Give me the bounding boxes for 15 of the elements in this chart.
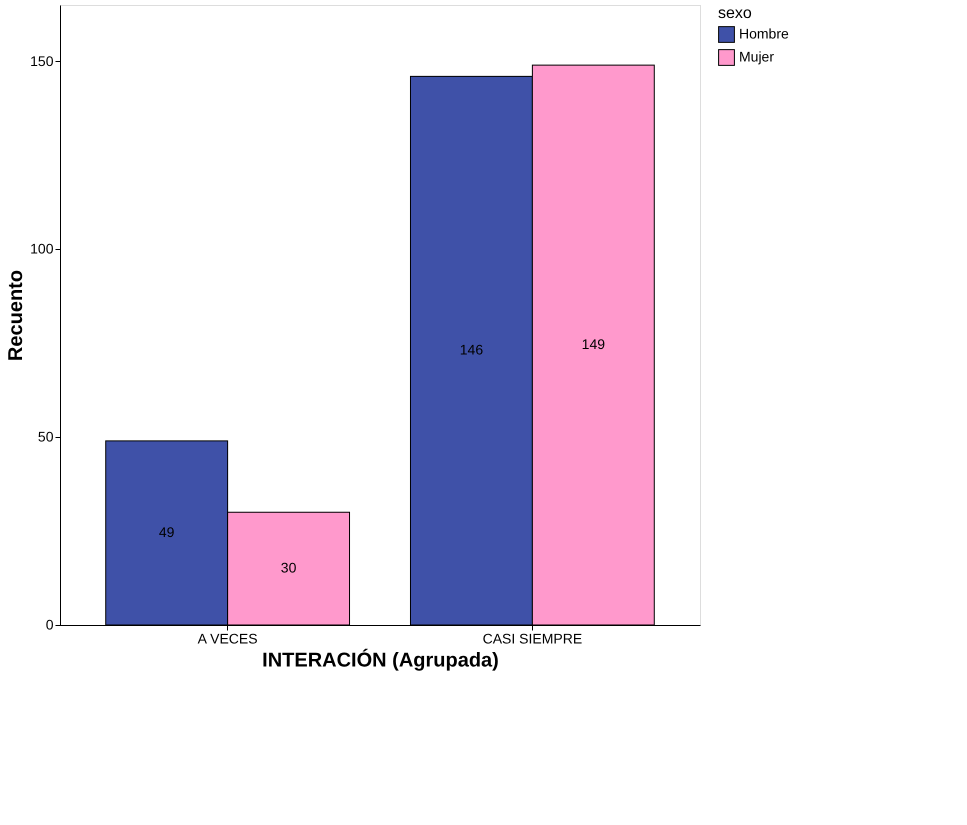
data-label: 49 bbox=[158, 524, 175, 540]
legend-label: Mujer bbox=[739, 48, 774, 64]
x-tick-label: A VECES bbox=[198, 630, 258, 646]
y-tick-label: 100 bbox=[30, 240, 54, 257]
data-label: 149 bbox=[582, 336, 606, 352]
y-tick-label: 0 bbox=[46, 616, 54, 632]
data-label: 30 bbox=[280, 560, 297, 576]
legend-title: sexo bbox=[718, 5, 752, 22]
x-axis-title: INTERACIÓN (Agrupada) bbox=[262, 648, 499, 672]
data-label: 146 bbox=[460, 342, 484, 358]
y-tick-label: 150 bbox=[30, 52, 54, 69]
y-tick-label: 50 bbox=[38, 428, 54, 445]
y-axis-title: Recuento bbox=[5, 270, 28, 362]
x-tick-label: CASI SIEMPRE bbox=[482, 630, 582, 646]
legend-label: Hombre bbox=[739, 26, 790, 42]
